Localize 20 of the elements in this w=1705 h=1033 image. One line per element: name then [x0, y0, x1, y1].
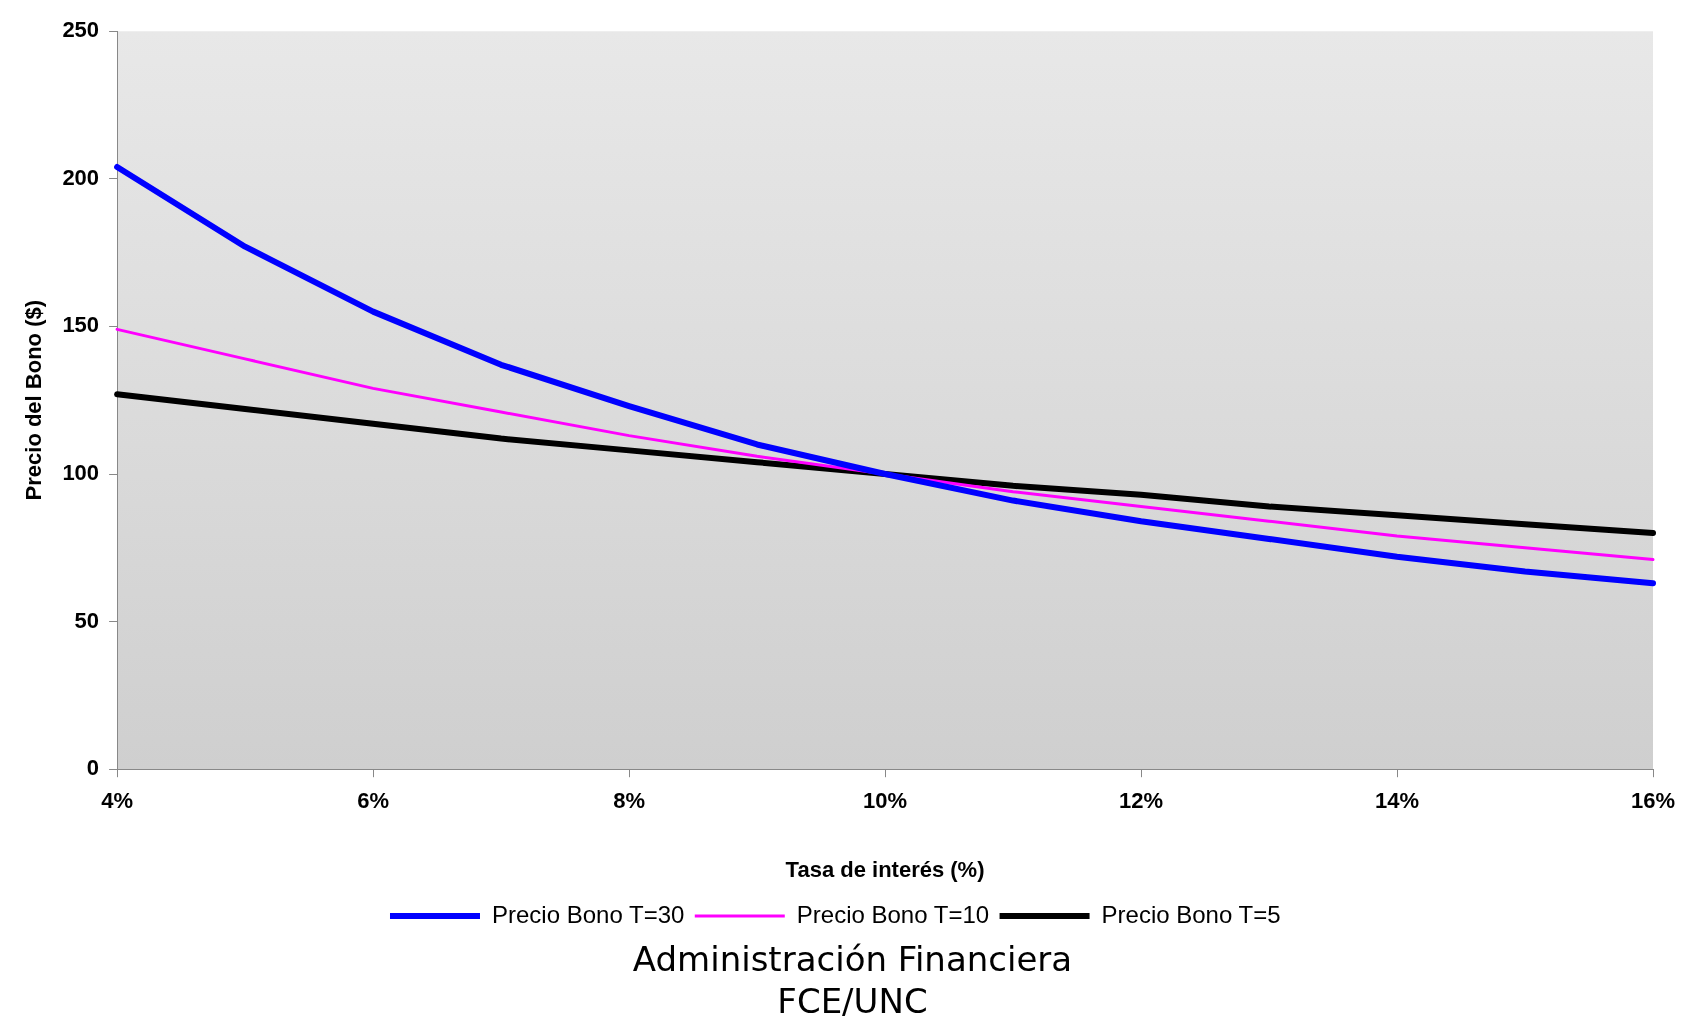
y-tick-label: 50	[74, 607, 100, 633]
y-tick-label: 100	[62, 460, 100, 486]
x-tick-label: 4%	[101, 788, 133, 814]
y-tick-label: 150	[62, 312, 100, 338]
y-tick-label: 0	[86, 755, 100, 781]
legend-label: Precio Bono T=10	[796, 900, 990, 928]
y-tick-label: 200	[62, 164, 100, 190]
x-tick-label: 10%	[863, 788, 908, 814]
x-tick-label: 16%	[1630, 788, 1676, 814]
x-tick-label: 6%	[357, 788, 389, 814]
legend-label: Precio Bono T=5	[1101, 900, 1281, 928]
x-axis-title: Tasa de interés (%)	[785, 856, 985, 882]
text: Administración Financiera	[631, 938, 1074, 980]
x-tick-label: 14%	[1374, 788, 1420, 814]
y-tick-label: 250	[62, 17, 100, 43]
x-tick-label: 8%	[613, 788, 645, 814]
legend-label: Precio Bono T=30	[492, 900, 685, 928]
y-axis-title: Precio del Bono ($)	[21, 299, 47, 501]
text: FCE/UNC	[776, 980, 929, 1022]
x-tick-label: 12%	[1119, 788, 1164, 814]
